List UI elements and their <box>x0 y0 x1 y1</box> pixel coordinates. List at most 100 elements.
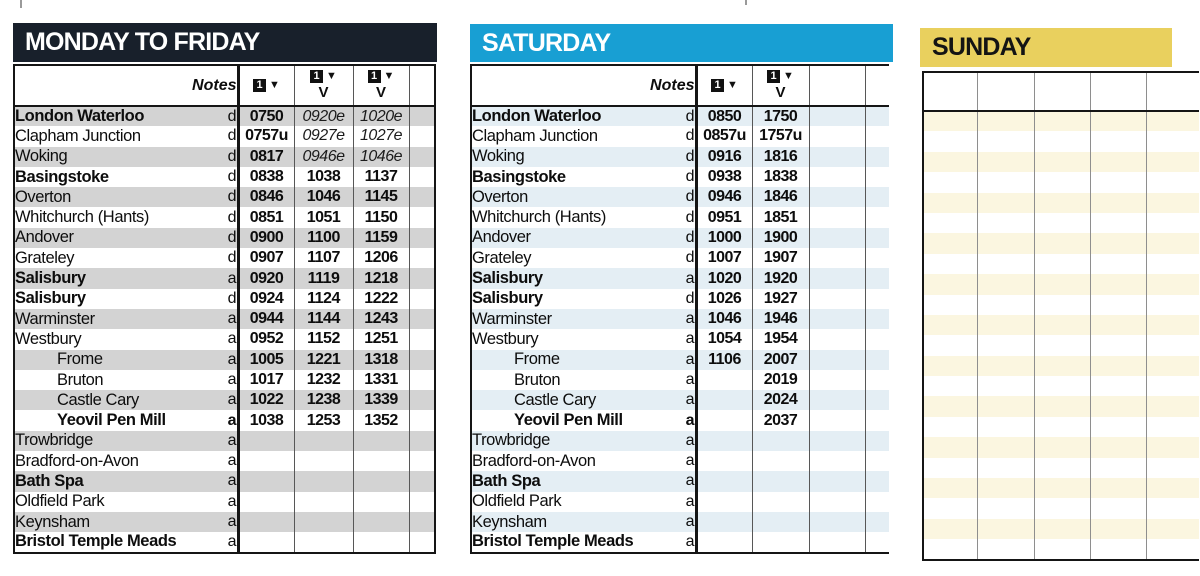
time-cell <box>923 213 977 233</box>
time-cell <box>694 511 752 533</box>
column-header-cell <box>1089 72 1146 112</box>
time-cell <box>236 451 294 472</box>
time-cell <box>808 329 865 350</box>
station-row: Basingstoke d 0938 1838 <box>471 166 889 188</box>
note-cell: d <box>685 289 695 307</box>
time-cell <box>408 268 435 289</box>
time-cell <box>1033 457 1090 479</box>
time-cell <box>751 491 809 512</box>
station-name-cell: Overton <box>472 187 528 206</box>
time-cell <box>923 539 977 559</box>
column-header-row: Notes 1 ▼ 1 ▼ V <box>471 65 889 107</box>
time-cell <box>1145 478 1199 499</box>
time-cell <box>1033 498 1090 519</box>
station-row: Trowbridge a <box>471 430 889 452</box>
time-cell <box>808 166 865 188</box>
note-cell: a <box>227 452 237 470</box>
time-cell <box>352 532 409 553</box>
time-cell: 1218 <box>352 268 409 289</box>
time-cell <box>864 248 889 269</box>
time-cell: 1027e <box>352 126 409 147</box>
time-cell <box>976 355 1034 377</box>
time-cell <box>1033 478 1090 499</box>
time-cell: 1331 <box>352 369 409 391</box>
time-cell: 1026 <box>694 288 752 309</box>
note-cell: a <box>685 269 695 287</box>
time-cell <box>694 532 752 553</box>
station-name-cell: Andover <box>472 228 531 247</box>
time-cell <box>751 430 809 452</box>
time-cell <box>923 131 977 151</box>
time-cell <box>1145 294 1199 315</box>
time-cell <box>1089 274 1146 295</box>
station-name-cell: Bath Spa <box>15 471 84 490</box>
time-cell: 1152 <box>293 329 353 350</box>
note-cell: d <box>685 228 695 246</box>
station-row: Clapham Junction d 0857u 1757u <box>471 126 889 147</box>
note-cell: a <box>685 492 695 510</box>
station-name-cell: Salisbury <box>15 289 86 308</box>
time-cell: 1851 <box>751 207 809 228</box>
station-name-cell: Oldfield Park <box>472 492 562 511</box>
station-row: Warminster a 0944 1144 1243 <box>14 308 435 330</box>
time-cell <box>293 451 353 472</box>
time-cell: 1046e <box>352 146 409 167</box>
time-cell <box>694 390 752 411</box>
station-row: Warminster a 1046 1946 <box>471 308 889 330</box>
station-name-cell: Bath Spa <box>472 471 541 490</box>
time-cell <box>923 193 977 213</box>
note-cell: a <box>685 391 695 409</box>
note-cell: a <box>227 350 237 368</box>
time-cell <box>751 511 809 533</box>
station-name-cell: Salisbury <box>472 269 543 288</box>
column-header-cell: 1 ▼ <box>694 65 752 107</box>
empty-row <box>923 376 1199 397</box>
time-cell <box>808 532 865 553</box>
time-cell <box>864 308 889 330</box>
timetable-grid: Notes 1 ▼ 1 ▼ V 1 ▼ V London Waterloo d 0750 0920e 10… <box>13 64 436 554</box>
station-row: Salisbury a 0920 1119 1218 <box>14 268 435 289</box>
station-row: Salisbury a 1020 1920 <box>471 268 889 289</box>
time-cell <box>1145 111 1199 132</box>
time-cell: 1907 <box>751 248 809 269</box>
time-cell <box>1033 437 1090 458</box>
time-cell <box>864 349 889 370</box>
time-cell <box>1145 335 1199 356</box>
time-cell <box>1033 233 1090 254</box>
time-cell <box>1033 294 1090 315</box>
note-cell: a <box>685 350 695 368</box>
time-cell: 1124 <box>293 288 353 309</box>
station-row: Grateley d 0907 1107 1206 <box>14 248 435 269</box>
timetable-grid <box>922 71 1199 561</box>
down-arrow-icon: ▼ <box>326 69 337 82</box>
time-cell <box>1089 437 1146 458</box>
crop-artifact-line <box>20 0 22 8</box>
time-cell <box>694 410 752 431</box>
time-cell <box>1089 539 1146 560</box>
service-1-icon: 1 <box>767 69 781 83</box>
time-cell <box>923 111 977 131</box>
station-name-cell: Whitchurch (Hants) <box>472 208 607 227</box>
time-cell: 0952 <box>236 329 294 350</box>
time-cell <box>1089 192 1146 213</box>
station-row: London Waterloo d 0750 0920e 1020e <box>14 106 435 127</box>
time-cell <box>864 126 889 147</box>
time-cell: 0846 <box>236 187 294 208</box>
time-cell <box>1033 539 1090 560</box>
time-cell: 0951 <box>694 207 752 228</box>
time-cell <box>408 532 435 553</box>
time-cell <box>1033 518 1090 540</box>
route-code-label: V <box>775 84 786 102</box>
time-cell: 1750 <box>751 106 809 127</box>
empty-row <box>923 233 1199 254</box>
time-cell <box>976 172 1034 193</box>
time-cell <box>408 491 435 512</box>
station-row: Whitchurch (Hants) d 0851 1051 1150 <box>14 207 435 228</box>
time-cell <box>1089 111 1146 132</box>
time-cell <box>808 451 865 472</box>
time-cell <box>293 471 353 492</box>
time-cell: 0920 <box>236 268 294 289</box>
station-row: Bristol Temple Meads a <box>14 532 435 553</box>
time-cell: 0944 <box>236 308 294 330</box>
time-cell <box>976 335 1034 356</box>
